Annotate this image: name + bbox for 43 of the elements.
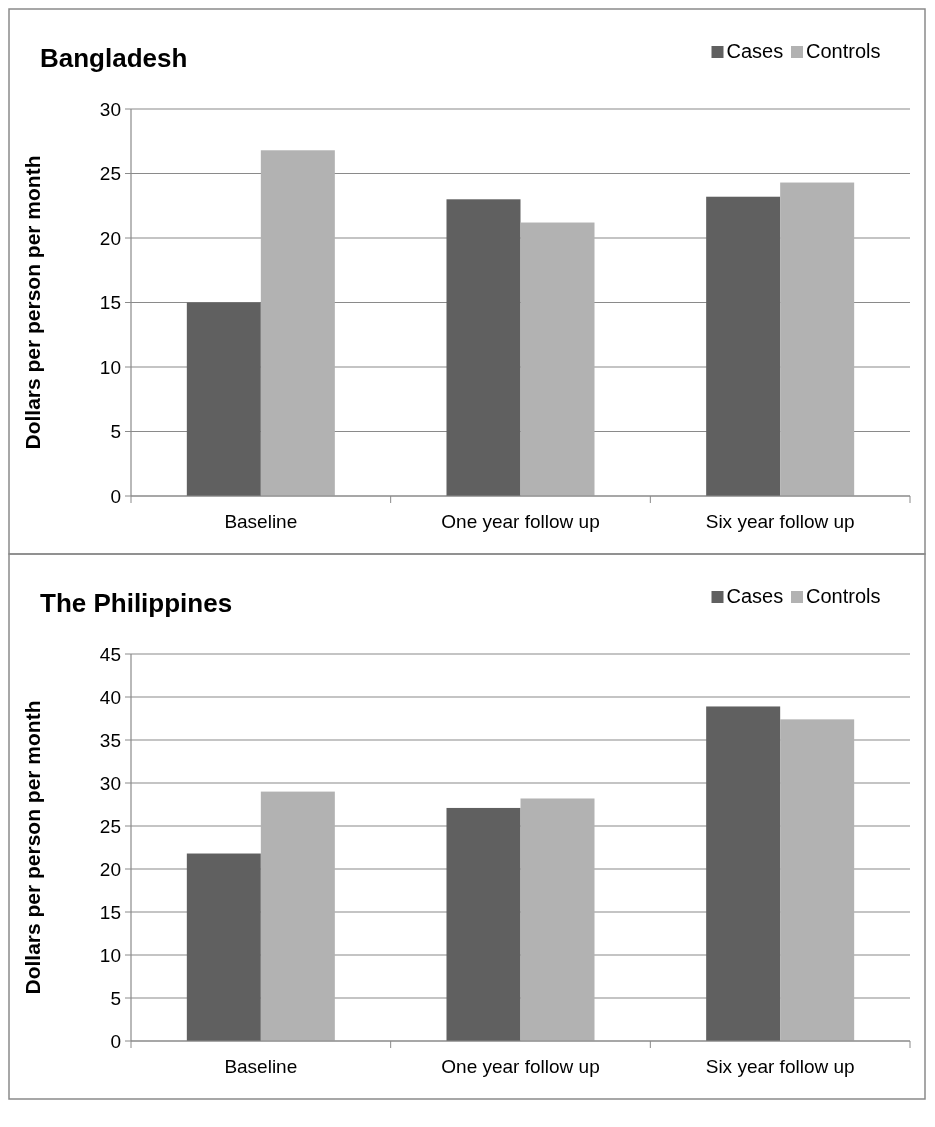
y-tick-label: 15: [99, 901, 121, 923]
bar: [186, 853, 261, 1041]
y-axis-title: Dollars per person per month: [21, 155, 44, 450]
chart-title: The Philippines: [40, 588, 233, 618]
bar: [780, 719, 855, 1041]
legend-label: Cases: [726, 585, 784, 607]
y-tick-label: 5: [110, 421, 121, 443]
bar: [186, 302, 261, 496]
bar: [706, 196, 781, 496]
bar: [446, 807, 521, 1041]
y-tick-label: 45: [99, 643, 121, 665]
bar: [520, 798, 595, 1041]
bar: [780, 182, 855, 496]
y-tick-label: 15: [99, 292, 121, 314]
y-tick-label: 25: [99, 163, 121, 185]
x-tick-label: Six year follow up: [705, 511, 855, 532]
bar: [260, 791, 335, 1041]
chart-title: Bangladesh: [40, 43, 188, 73]
legend-label: Cases: [726, 40, 784, 62]
y-tick-label: 40: [99, 686, 121, 708]
y-tick-label: 20: [99, 858, 121, 880]
x-tick-label: Baseline: [224, 511, 298, 532]
bar: [260, 150, 335, 496]
y-tick-label: 5: [110, 987, 121, 1009]
y-axis-title: Dollars per person per month: [21, 700, 44, 995]
x-tick-label: Baseline: [224, 1056, 298, 1077]
x-tick-label: Six year follow up: [705, 1056, 855, 1077]
y-tick-label: 0: [110, 485, 121, 507]
bar: [706, 706, 781, 1041]
legend-label: Controls: [806, 585, 881, 607]
x-tick-label: One year follow up: [441, 1056, 600, 1077]
y-tick-label: 0: [110, 1030, 121, 1052]
bar: [446, 199, 521, 496]
y-tick-label: 35: [99, 729, 121, 751]
legend-label: Controls: [806, 40, 881, 62]
y-tick-label: 30: [99, 98, 121, 120]
y-tick-label: 20: [99, 227, 121, 249]
y-tick-label: 25: [99, 815, 121, 837]
bar: [520, 222, 595, 496]
y-tick-label: 30: [99, 772, 121, 794]
y-tick-label: 10: [99, 944, 121, 966]
x-tick-label: One year follow up: [441, 511, 600, 532]
y-tick-label: 10: [99, 356, 121, 378]
